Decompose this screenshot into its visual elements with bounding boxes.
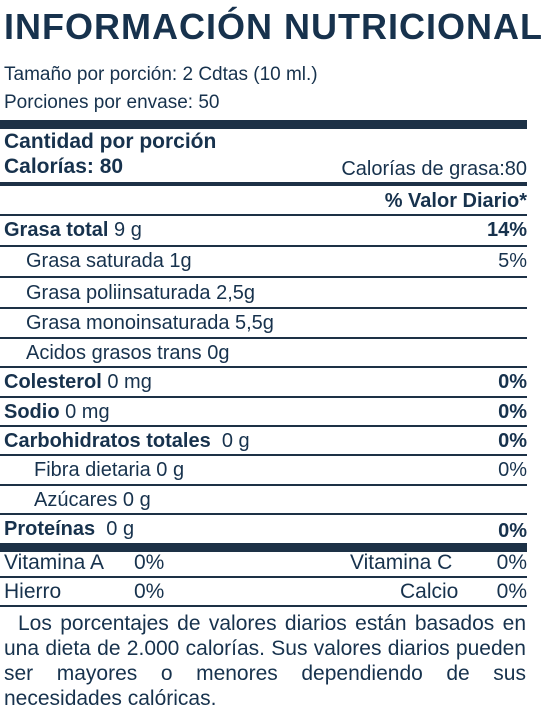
nutrient-dv: 0% [498,371,527,393]
nutrient-dv: 5% [498,250,527,272]
label-title: INFORMACIÓN NUTRICIONAL [4,6,543,47]
divider [0,425,527,427]
nutrient-label: Colesterol [4,371,102,393]
nutrient-amount: 9 g [108,219,142,241]
nutrient-row-polyunsaturated-fat: Grasa poliinsaturada 2,5g [26,282,256,304]
divider [0,484,527,486]
nutrient-amount: 0 mg [59,401,110,423]
nutrient-dv: 0% [498,401,527,423]
nutrient-label: Sodio [4,401,60,423]
divider-thick [0,120,527,129]
nutrient-row-protein: Proteínas 0 g [4,517,134,541]
divider-medium [0,182,527,186]
footnote: Los porcentajes de valores diarios están… [4,612,526,710]
amount-per-serving: Cantidad por porción [4,130,217,153]
vitamin-a-label: Vitamina A [4,551,105,574]
calories-from-fat: Calorías de grasa:80 [341,158,527,180]
nutrient-dv: 0% [498,459,527,481]
iron-value: 0% [134,580,165,603]
divider-thick [0,543,527,552]
vitamin-c-label: Vitamina C [350,551,453,574]
nutrient-row-saturated-fat: Grasa saturada 1g [26,250,192,272]
serving-size: Tamaño por porción: 2 Cdtas (10 ml.) [4,64,318,85]
nutrient-row-trans-fat: Acidos grasos trans 0g [26,342,230,364]
nutrient-row-fiber: Fibra dietaria 0 g [34,459,185,481]
vitamin-c-value: 0% [496,551,527,574]
divider [0,307,527,309]
nutrient-amount: 0 g [210,430,250,452]
nutrient-dv: 14% [486,219,527,241]
calcium-label: Calcio [400,580,459,603]
nutrient-label: Grasa total [4,219,109,241]
calcium-value: 0% [496,580,527,603]
divider [0,214,527,216]
divider [0,396,527,398]
divider [0,513,527,515]
divider [0,605,527,607]
daily-value-header: % Valor Diario* [384,190,527,212]
nutrient-dv: 0% [498,520,527,542]
nutrient-dv: 0% [498,430,527,452]
divider [0,366,527,368]
divider [0,576,527,578]
nutrient-label: Carbohidratos totales [4,430,211,452]
nutrient-row-total-fat: Grasa total 9 g [4,218,142,242]
calories: Calorías: 80 [4,155,124,178]
nutrient-row-carbohydrates: Carbohidratos totales 0 g [4,429,250,453]
nutrient-amount: 0 mg [101,371,152,393]
nutrient-amount: 0 g [95,518,135,540]
iron-label: Hierro [4,580,62,603]
servings-per-container: Porciones por envase: 50 [4,92,220,113]
nutrient-label: Proteínas [4,518,96,540]
nutrient-row-cholesterol: Colesterol 0 mg [4,370,152,394]
nutrient-row-monounsaturated-fat: Grasa monoinsaturada 5,5g [26,312,274,334]
vitamin-a-value: 0% [134,551,165,574]
nutrient-row-sodium: Sodio 0 mg [4,400,110,424]
divider [0,276,527,278]
divider [0,454,527,456]
divider [0,337,527,339]
divider [0,245,527,247]
nutrient-row-sugars: Azúcares 0 g [34,489,151,511]
